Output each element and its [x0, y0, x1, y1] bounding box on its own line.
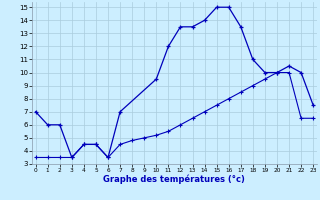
X-axis label: Graphe des températures (°c): Graphe des températures (°c) — [103, 175, 245, 184]
